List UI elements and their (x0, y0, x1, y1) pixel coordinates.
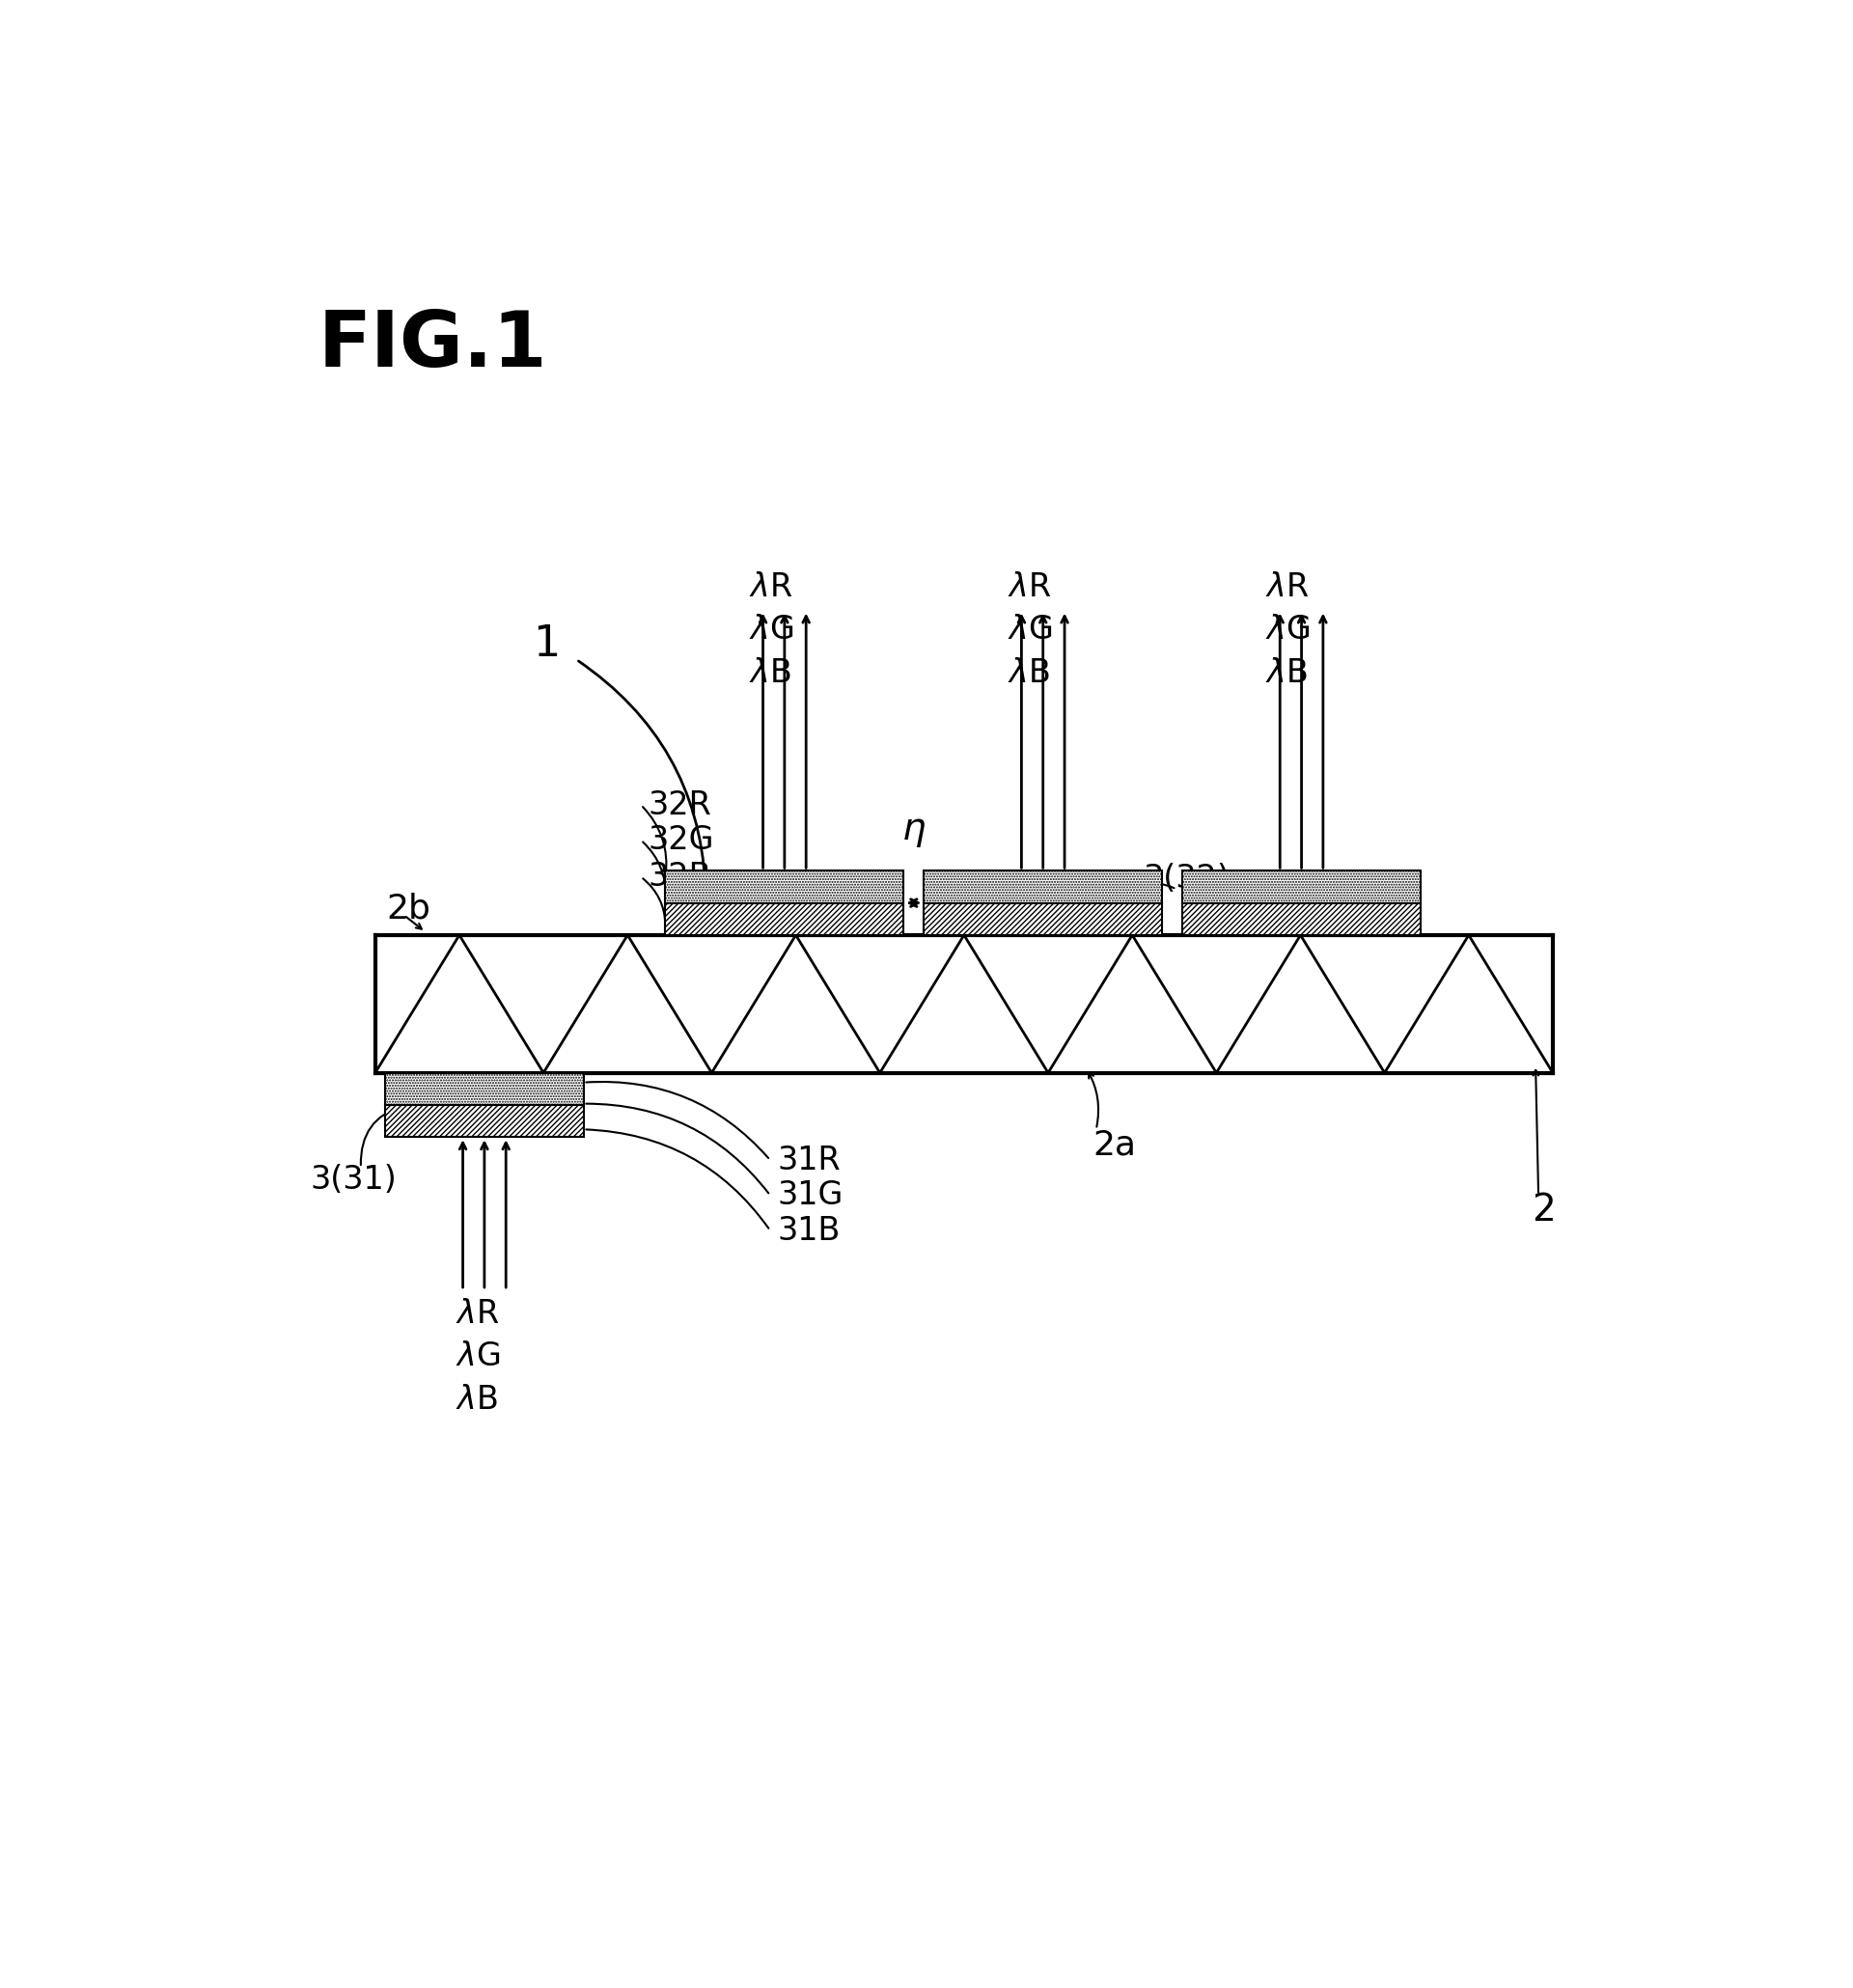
Bar (925, 903, 1162, 934)
Text: $\lambda$R: $\lambda$R (1266, 571, 1310, 602)
FancyBboxPatch shape (374, 934, 1553, 1074)
Bar (1182, 871, 1421, 903)
Text: $\lambda$R: $\lambda$R (1008, 571, 1051, 602)
Text: $\lambda$B: $\lambda$B (1266, 656, 1308, 688)
Text: 31R: 31R (778, 1145, 841, 1177)
Text: 31G: 31G (778, 1179, 843, 1211)
Bar (385, 1074, 584, 1105)
Text: 32G: 32G (649, 825, 713, 857)
Text: 2: 2 (1531, 1193, 1555, 1229)
Text: $\lambda$B: $\lambda$B (749, 656, 791, 688)
Text: $\lambda$R: $\lambda$R (456, 1298, 500, 1330)
Bar (1182, 903, 1421, 934)
Text: FIG.1: FIG.1 (319, 308, 547, 384)
Text: 31B: 31B (778, 1215, 841, 1246)
Text: $\lambda$G: $\lambda$G (1266, 614, 1310, 646)
Text: 32R: 32R (649, 789, 712, 821)
Bar (665, 903, 904, 934)
Text: $\lambda$B: $\lambda$B (1008, 656, 1049, 688)
Bar (665, 871, 904, 903)
Bar (925, 871, 1162, 903)
Text: $\lambda$B: $\lambda$B (456, 1384, 498, 1415)
Text: 1: 1 (534, 624, 560, 664)
Text: $\lambda$G: $\lambda$G (749, 614, 793, 646)
Text: 3(31): 3(31) (311, 1165, 397, 1197)
Bar (385, 1105, 584, 1137)
Text: 32B: 32B (649, 861, 712, 893)
Text: 3(32): 3(32) (1143, 863, 1230, 895)
Text: $\lambda$R: $\lambda$R (749, 571, 793, 602)
Text: 2a: 2a (1093, 1129, 1136, 1161)
Text: $\lambda$G: $\lambda$G (1008, 614, 1053, 646)
Text: $\eta$: $\eta$ (902, 813, 926, 849)
Text: $\lambda$G: $\lambda$G (456, 1340, 500, 1372)
Text: 2b: 2b (387, 893, 432, 926)
